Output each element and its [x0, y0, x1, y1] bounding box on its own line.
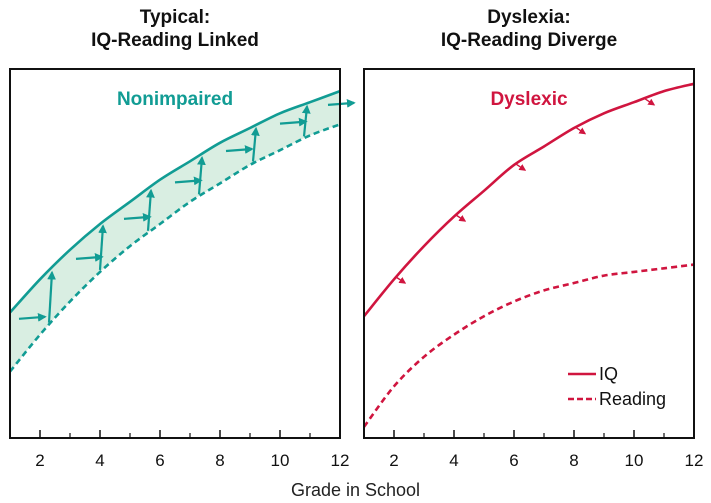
divergence-arrow	[395, 276, 407, 284]
right-panel-title: Dyslexia: IQ-Reading Diverge	[364, 6, 694, 52]
dyslexic-iq-line	[362, 82, 695, 318]
reading-progress-arrow	[197, 155, 206, 195]
right-title-line2: IQ-Reading Diverge	[440, 30, 618, 51]
left-title-line2: IQ-Reading Linked	[91, 30, 259, 51]
nonimpaired-band	[10, 91, 340, 372]
divergence-arrow	[644, 98, 656, 106]
reading-progress-arrow	[225, 145, 254, 154]
dyslexic-plot-frame	[363, 68, 695, 439]
x-tick-label: 2	[35, 451, 44, 470]
reading-progress-arrow	[18, 312, 47, 322]
reading-progress-arrow	[279, 117, 308, 127]
x-tick-label: 6	[155, 451, 164, 470]
x-tick-label: 12	[331, 451, 350, 470]
x-tick-label: 10	[625, 451, 644, 470]
x-tick-label: 12	[685, 451, 704, 470]
x-tick-label: 6	[509, 451, 518, 470]
reading-progress-arrow	[47, 270, 56, 323]
x-tick-label: 10	[271, 451, 290, 470]
nonimpaired-group-label: Nonimpaired	[117, 89, 233, 110]
x-axis-label: Grade in School	[290, 480, 421, 500]
reading-progress-arrow	[250, 126, 260, 162]
x-tick-label: 8	[569, 451, 578, 470]
divergence-arrow	[515, 163, 527, 171]
divergence-arrow	[575, 126, 587, 135]
legend-label-reading: Reading	[599, 389, 666, 409]
divergence-arrow	[455, 214, 467, 222]
reading-progress-arrow	[98, 224, 107, 271]
nonimpaired-reading-line	[8, 123, 341, 373]
nonimpaired-plot-frame	[9, 68, 341, 439]
reading-progress-arrow	[75, 253, 104, 262]
left-panel-title: Typical: IQ-Reading Linked	[10, 6, 340, 52]
x-tick-label: 4	[449, 451, 458, 470]
reading-progress-arrow	[146, 188, 155, 231]
x-tick-label: 2	[389, 451, 398, 470]
legend-label-iq: IQ	[599, 364, 618, 384]
reading-progress-arrow	[174, 176, 203, 186]
x-tick-label: 8	[215, 451, 224, 470]
nonimpaired-iq-line	[9, 89, 341, 314]
reading-progress-arrow	[301, 104, 311, 137]
x-tick-label: 4	[95, 451, 104, 470]
dyslexic-reading-line	[362, 263, 695, 428]
reading-progress-arrow	[123, 213, 152, 222]
left-title-line1: Typical:	[139, 7, 211, 28]
right-title-line1: Dyslexia:	[487, 7, 571, 28]
dyslexic-group-label: Dyslexic	[490, 89, 568, 110]
